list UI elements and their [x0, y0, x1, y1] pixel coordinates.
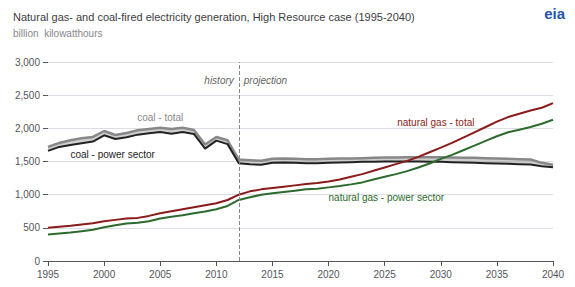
svg-text:0: 0: [34, 256, 40, 267]
svg-text:2005: 2005: [149, 269, 172, 280]
svg-text:2025: 2025: [374, 269, 397, 280]
svg-text:eia: eia: [544, 5, 566, 22]
svg-text:natural gas - total: natural gas - total: [397, 117, 474, 128]
svg-text:1995: 1995: [37, 269, 60, 280]
svg-text:2020: 2020: [317, 269, 340, 280]
svg-text:2040: 2040: [542, 269, 565, 280]
svg-text:2,000: 2,000: [15, 123, 40, 134]
svg-text:2,500: 2,500: [15, 90, 40, 101]
svg-text:coal - power sector: coal - power sector: [70, 149, 155, 160]
svg-text:3,000: 3,000: [15, 57, 40, 68]
svg-text:500: 500: [23, 222, 40, 233]
svg-text:1,500: 1,500: [15, 156, 40, 167]
svg-text:coal - total: coal - total: [137, 112, 183, 123]
svg-text:Natural gas- and coal-fired el: Natural gas- and coal-fired electricity …: [13, 11, 415, 23]
svg-text:2030: 2030: [430, 269, 453, 280]
svg-text:2010: 2010: [205, 269, 228, 280]
svg-text:2000: 2000: [93, 269, 116, 280]
svg-text:2035: 2035: [486, 269, 509, 280]
svg-text:2015: 2015: [261, 269, 284, 280]
svg-text:billion kilowatthours: billion kilowatthours: [13, 28, 103, 39]
svg-text:1,000: 1,000: [15, 189, 40, 200]
svg-text:natural gas - power sector: natural gas - power sector: [329, 192, 445, 203]
svg-text:projection: projection: [243, 75, 288, 86]
svg-text:history: history: [204, 75, 234, 86]
